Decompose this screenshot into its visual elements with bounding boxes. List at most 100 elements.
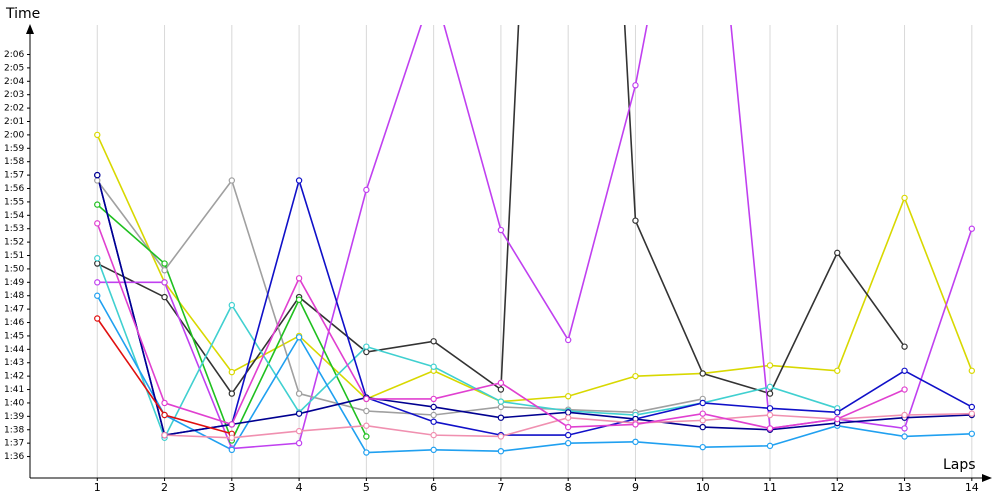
point [968, 367, 976, 374]
point [430, 411, 437, 419]
point [834, 249, 841, 257]
point [497, 398, 505, 405]
point [497, 379, 505, 387]
x-tick-label: 7 [497, 481, 504, 494]
y-tick-label: 1:42 [4, 372, 24, 382]
point [766, 442, 774, 450]
point [363, 422, 370, 429]
point [430, 446, 437, 454]
point [161, 399, 168, 407]
point [901, 425, 908, 432]
point [94, 201, 101, 208]
y-tick-label: 1:55 [4, 197, 24, 207]
point [94, 292, 101, 299]
series-line [96, 174, 973, 437]
point [295, 334, 303, 341]
point [363, 186, 370, 194]
y-tick-label: 1:56 [4, 184, 24, 194]
point [430, 431, 437, 439]
x-tick-label: 8 [565, 481, 572, 494]
y-tick-label: 1:37 [4, 439, 24, 449]
x-tick-label: 12 [830, 481, 844, 494]
point [430, 418, 437, 425]
point [497, 447, 505, 455]
y-tick-label: 1:43 [4, 358, 24, 368]
y-axis-arrow [26, 24, 34, 34]
point [968, 403, 976, 411]
point [94, 255, 101, 262]
y-tick-label: 1:48 [4, 291, 24, 301]
y-tick-label: 2:00 [4, 130, 24, 140]
point [834, 409, 841, 416]
point [94, 315, 101, 322]
point [228, 368, 236, 376]
point [228, 434, 236, 441]
series-line [96, 134, 973, 403]
y-tick-label: 1:59 [4, 144, 24, 154]
point [564, 423, 572, 431]
point [564, 393, 572, 400]
x-tick-label: 5 [363, 481, 370, 494]
point [161, 411, 168, 419]
point [161, 431, 168, 439]
point [295, 296, 303, 303]
point [295, 275, 303, 282]
point [228, 177, 236, 184]
point [901, 194, 908, 202]
point [632, 421, 639, 428]
y-tick-label: 1:40 [4, 398, 24, 408]
point [94, 131, 101, 139]
x-tick-label: 11 [763, 481, 777, 494]
point [430, 338, 437, 345]
point [497, 386, 505, 393]
point [228, 421, 236, 428]
point [295, 177, 303, 184]
point [564, 409, 572, 416]
y-tick-label: 1:44 [4, 345, 24, 355]
y-tick-label: 1:54 [4, 211, 24, 221]
point [497, 414, 505, 421]
point [363, 407, 370, 415]
point [295, 427, 303, 435]
point [699, 423, 706, 431]
point [430, 395, 437, 403]
plot-area [94, 25, 976, 456]
x-tick-label: 1 [94, 481, 101, 494]
y-tick-label: 1:47 [4, 305, 24, 315]
point [430, 403, 437, 411]
series-line [96, 174, 972, 437]
point [363, 433, 370, 440]
point [968, 225, 976, 232]
point [363, 449, 370, 456]
y-tick-label: 1:49 [4, 278, 24, 288]
series-line [96, 295, 972, 454]
point [497, 433, 505, 440]
point [94, 171, 101, 179]
point [699, 370, 706, 377]
point [430, 363, 437, 370]
y-tick-label: 1:36 [4, 452, 24, 462]
point [228, 446, 236, 454]
point [497, 403, 505, 411]
point [632, 438, 639, 446]
point [766, 425, 774, 432]
y-tick-label: 2:04 [4, 77, 24, 87]
y-tick-label: 2:05 [4, 63, 24, 73]
point [363, 348, 370, 356]
point [766, 405, 774, 412]
point [497, 226, 505, 234]
y-tick-label: 1:41 [4, 385, 24, 395]
y-tick-label: 1:57 [4, 171, 24, 181]
point [161, 293, 168, 301]
point [228, 390, 236, 397]
y-tick-label: 2:06 [4, 50, 24, 60]
point [968, 410, 976, 417]
y-axis-title: Time [5, 6, 40, 22]
x-tick-label: 4 [296, 481, 303, 494]
point [632, 82, 639, 89]
point [94, 260, 101, 267]
point [632, 372, 639, 380]
y-tick-label: 1:58 [4, 157, 24, 167]
y-tick-label: 1:51 [4, 251, 24, 261]
point [901, 343, 908, 350]
